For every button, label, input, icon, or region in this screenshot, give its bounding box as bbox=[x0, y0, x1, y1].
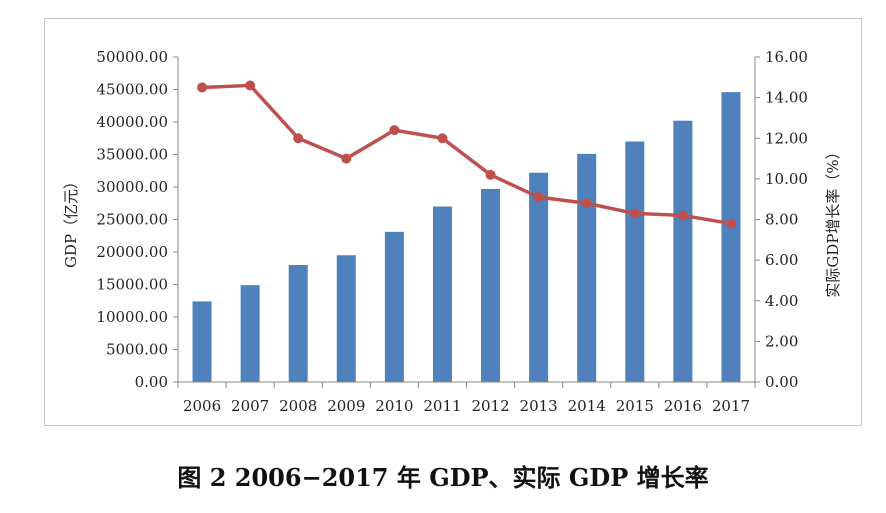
gdp-bar-2008 bbox=[288, 265, 308, 382]
growth-point-2010 bbox=[389, 125, 400, 136]
gdp-bar-2007 bbox=[240, 285, 260, 382]
left-tick-label: 5000.00 bbox=[106, 341, 168, 359]
gdp-bar-2013 bbox=[529, 172, 549, 382]
left-tick-label: 15000.00 bbox=[96, 276, 168, 294]
right-tick-label: 8.00 bbox=[765, 211, 798, 229]
right-tick-label: 16.00 bbox=[765, 48, 808, 66]
growth-line bbox=[197, 80, 736, 229]
left-tick-label: 50000.00 bbox=[96, 48, 168, 66]
right-tick-label: 12.00 bbox=[765, 129, 808, 147]
x-axis-ticks: 2006 2007 2008 2009 2010 2011 2012 2013 2014 2015… bbox=[177, 382, 756, 415]
gdp-bar-2014 bbox=[577, 153, 597, 382]
left-tick-label: 0.00 bbox=[135, 373, 168, 391]
axes bbox=[177, 57, 756, 383]
gdp-bar-2017 bbox=[721, 92, 741, 382]
x-tick-label: 2017 bbox=[712, 397, 750, 415]
left-tick-label: 30000.00 bbox=[96, 178, 168, 196]
growth-point-2017 bbox=[725, 218, 736, 229]
growth-point-2016 bbox=[677, 210, 688, 221]
gdp-bar-2009 bbox=[336, 255, 356, 382]
left-tick-label: 20000.00 bbox=[96, 243, 168, 261]
x-tick-label: 2015 bbox=[616, 397, 654, 415]
right-axis-ticks: 0.00 2.00 4.00 6.00 8.00 10.00 12.00 14.00 16.00 bbox=[755, 48, 808, 391]
left-axis-ticks: 0.00 5000.00 10000.00 15000.00 20000.00 25000… bbox=[96, 48, 178, 391]
gdp-bar-2015 bbox=[625, 141, 645, 382]
right-tick-label: 10.00 bbox=[765, 170, 808, 188]
growth-point-2015 bbox=[629, 208, 640, 219]
x-tick-label: 2008 bbox=[279, 397, 317, 415]
left-tick-label: 25000.00 bbox=[96, 211, 168, 229]
right-tick-label: 4.00 bbox=[765, 292, 798, 310]
growth-point-2014 bbox=[581, 198, 592, 209]
right-tick-label: 0.00 bbox=[765, 373, 798, 391]
left-tick-label: 45000.00 bbox=[96, 81, 168, 99]
left-axis-label: GDP（亿元） bbox=[62, 174, 80, 268]
right-tick-label: 2.00 bbox=[765, 332, 798, 350]
gdp-bar-2006 bbox=[192, 301, 212, 382]
right-tick-label: 6.00 bbox=[765, 251, 798, 269]
x-tick-label: 2006 bbox=[183, 397, 221, 415]
growth-point-2009 bbox=[341, 153, 352, 164]
growth-point-2007 bbox=[245, 80, 256, 91]
growth-point-2013 bbox=[533, 192, 544, 203]
x-tick-label: 2016 bbox=[664, 397, 702, 415]
x-tick-label: 2011 bbox=[423, 397, 461, 415]
right-tick-label: 14.00 bbox=[765, 89, 808, 107]
left-tick-label: 10000.00 bbox=[96, 308, 168, 326]
x-tick-label: 2012 bbox=[471, 397, 509, 415]
x-tick-label: 2010 bbox=[375, 397, 413, 415]
gdp-bar-2012 bbox=[481, 188, 501, 382]
right-axis-label: 实际GDP增长率（%） bbox=[824, 144, 842, 297]
x-tick-label: 2009 bbox=[327, 397, 365, 415]
growth-point-2011 bbox=[437, 133, 448, 144]
growth-point-2008 bbox=[293, 133, 304, 144]
growth-point-2012 bbox=[485, 169, 496, 180]
x-tick-label: 2013 bbox=[520, 397, 558, 415]
x-tick-label: 2014 bbox=[568, 397, 606, 415]
figure-caption: 图 2 2006−2017 年 GDP、实际 GDP 增长率 bbox=[177, 463, 709, 492]
growth-line-path bbox=[201, 83, 732, 226]
left-tick-label: 35000.00 bbox=[96, 146, 168, 164]
gdp-bar-2016 bbox=[673, 120, 693, 382]
left-tick-label: 40000.00 bbox=[96, 113, 168, 131]
gdp-bar-2010 bbox=[384, 231, 404, 382]
growth-point-2006 bbox=[197, 82, 208, 93]
gdp-bar-2011 bbox=[432, 206, 452, 382]
x-tick-label: 2007 bbox=[231, 397, 269, 415]
gdp-bars bbox=[192, 92, 741, 382]
